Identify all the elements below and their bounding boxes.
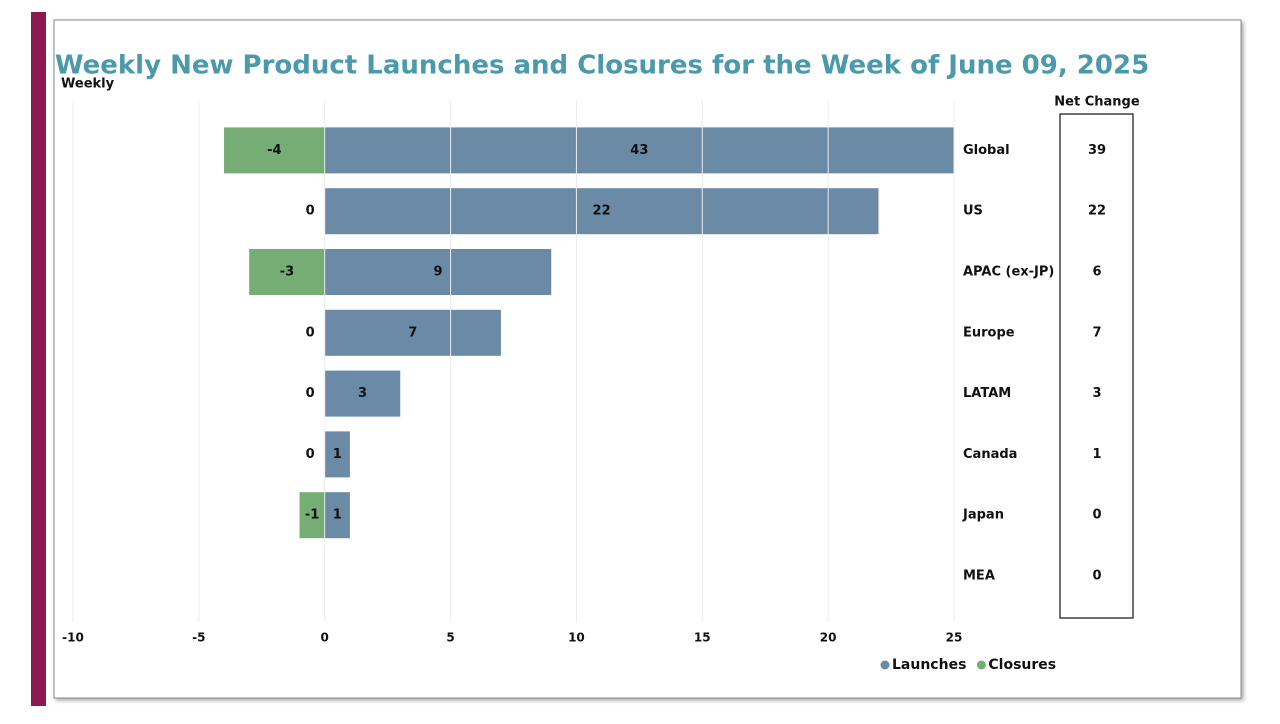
data-label: 9	[433, 265, 442, 280]
chart-title: Weekly New Product Launches and Closures…	[55, 51, 1149, 81]
legend-marker	[976, 660, 986, 670]
category-label: APAC (ex-JP)	[963, 265, 1054, 280]
data-label: 43	[630, 143, 648, 158]
bar	[324, 127, 954, 174]
net-change-value: 0	[1092, 569, 1101, 584]
category-label: MEA	[963, 569, 995, 584]
data-label: 7	[408, 325, 417, 340]
bar	[224, 127, 325, 174]
bar	[324, 431, 350, 478]
accent-bar	[31, 12, 46, 706]
category-label: Global	[963, 143, 1010, 158]
net-change-value: 1	[1092, 447, 1101, 462]
data-label: -1	[305, 508, 319, 523]
bar	[324, 188, 879, 235]
x-tick-label: 0	[321, 631, 329, 645]
data-label: 3	[358, 386, 367, 401]
data-label: 1	[333, 447, 342, 462]
legend-label: Closures	[988, 657, 1056, 673]
net-change-value: 7	[1092, 325, 1101, 340]
category-label: Japan	[962, 508, 1004, 523]
data-label: 0	[306, 386, 315, 401]
bar	[324, 309, 501, 356]
data-label: -4	[267, 143, 281, 158]
x-tick-label: 25	[946, 631, 963, 645]
category-label: LATAM	[963, 386, 1011, 401]
x-tick-label: 15	[694, 631, 711, 645]
net-change-value: 3	[1092, 386, 1101, 401]
data-label: -3	[280, 265, 294, 280]
bar	[324, 370, 401, 417]
bar	[249, 249, 325, 295]
net-change-value: 22	[1088, 204, 1106, 219]
x-tick-label: -10	[62, 631, 84, 645]
bar	[324, 249, 552, 295]
data-label: 0	[306, 204, 315, 219]
data-label: 0	[306, 325, 315, 340]
bar	[324, 492, 350, 539]
category-label: US	[963, 204, 983, 219]
net-change-value: 0	[1092, 508, 1101, 523]
legend-label: Launches	[892, 657, 966, 673]
x-tick-label: 5	[446, 631, 454, 645]
plot-area	[224, 127, 954, 539]
data-label: 0	[306, 447, 315, 462]
net-change-value: 6	[1092, 265, 1101, 280]
data-label: 22	[593, 204, 611, 219]
x-tick-label: 20	[820, 631, 837, 645]
subtitle: Weekly	[61, 77, 115, 92]
category-label: Canada	[963, 447, 1017, 462]
net-change-box	[1059, 113, 1134, 619]
net-change-title: Net Change	[1054, 95, 1140, 110]
x-tick-label: -5	[192, 631, 205, 645]
data-label: 1	[333, 508, 342, 523]
x-tick-label: 10	[568, 631, 585, 645]
panel	[53, 19, 1242, 699]
bar	[299, 492, 325, 539]
net-change-value: 39	[1088, 143, 1106, 158]
legend-marker	[880, 660, 890, 670]
category-label: Europe	[963, 325, 1015, 340]
